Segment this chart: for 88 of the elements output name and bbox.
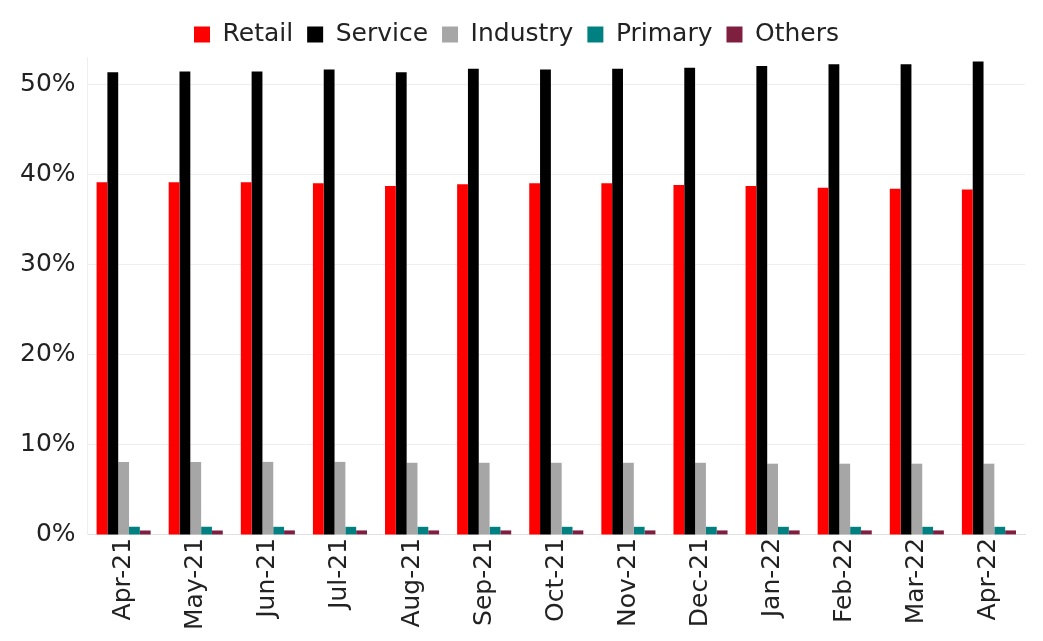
x-tick-label: Feb-22 [828, 537, 858, 624]
bar [1005, 530, 1016, 535]
bar [644, 530, 656, 535]
bar [345, 526, 357, 535]
bar [550, 462, 562, 535]
bar [211, 530, 223, 535]
y-tick-label: 20% [19, 338, 76, 368]
bar [612, 68, 623, 535]
bar [118, 461, 130, 535]
bar [922, 526, 934, 535]
x-tick-label: Apr-21 [107, 537, 137, 621]
bar [684, 67, 696, 535]
x-tick-label: May-21 [179, 537, 209, 630]
x-tick-label: Jun-21 [251, 537, 281, 620]
bar [96, 182, 108, 535]
bar [356, 530, 367, 535]
bar [478, 462, 490, 535]
bar [540, 69, 551, 535]
bar [601, 183, 613, 535]
bar [850, 526, 861, 535]
bar [385, 185, 396, 535]
bar [284, 530, 295, 535]
legend-label: Others [754, 18, 839, 47]
bar [767, 463, 779, 535]
bar [129, 526, 140, 535]
bar [323, 69, 335, 535]
bar [273, 526, 285, 535]
bar [572, 530, 584, 535]
bar [561, 526, 573, 535]
y-tick-label: 30% [19, 247, 76, 277]
x-tick-label: Sep-21 [467, 537, 497, 626]
bar [633, 526, 645, 535]
bar [673, 185, 685, 535]
bar [107, 72, 119, 535]
bar [778, 526, 789, 535]
bar [889, 188, 901, 535]
bar [395, 72, 407, 535]
bar [716, 530, 728, 535]
x-tick-label: Jul-21 [323, 537, 353, 611]
bar [828, 64, 840, 535]
bar [179, 71, 191, 535]
bar [262, 461, 274, 535]
bar [201, 526, 212, 535]
bar [251, 71, 263, 535]
x-tick-label: Apr-22 [972, 537, 1002, 621]
bar [622, 462, 634, 535]
bar [406, 462, 418, 535]
x-tick-label: Oct-21 [539, 537, 569, 622]
y-tick-label: 40% [19, 157, 76, 187]
bar [695, 462, 706, 535]
bar [417, 526, 429, 535]
x-tick-label: Dec-21 [684, 537, 713, 628]
bar [839, 463, 851, 535]
y-tick-label: 10% [19, 428, 76, 458]
bar [190, 461, 202, 535]
bar [312, 183, 324, 535]
bar [961, 189, 973, 535]
bar [500, 530, 512, 535]
bar [817, 187, 829, 535]
x-tick-label: Aug-21 [395, 537, 425, 628]
bar [933, 530, 944, 535]
bar [983, 463, 995, 535]
legend-label: Retail [222, 18, 294, 47]
bar [139, 530, 151, 535]
bar [994, 526, 1006, 535]
bar [428, 530, 440, 535]
x-tick-label: Mar-22 [900, 537, 930, 625]
bar [529, 183, 541, 535]
x-tick-label: Nov-21 [611, 537, 641, 627]
y-tick-label: 50% [19, 67, 76, 97]
bar [240, 182, 252, 535]
bar [467, 68, 479, 535]
legend-label: Service [335, 18, 429, 47]
bar [900, 64, 912, 535]
y-tick-label: 0% [35, 518, 76, 548]
x-tick-label: Jan-22 [756, 537, 786, 620]
legend-label: Industry [470, 18, 574, 47]
bar [972, 61, 984, 535]
bar [457, 184, 468, 535]
bar [860, 530, 872, 535]
bar [756, 66, 768, 535]
bar [911, 463, 923, 535]
legend-label: Primary [615, 18, 713, 47]
bar [168, 182, 180, 535]
bar [334, 461, 346, 535]
bar [788, 530, 800, 535]
bar [745, 185, 757, 535]
bar [705, 526, 717, 535]
